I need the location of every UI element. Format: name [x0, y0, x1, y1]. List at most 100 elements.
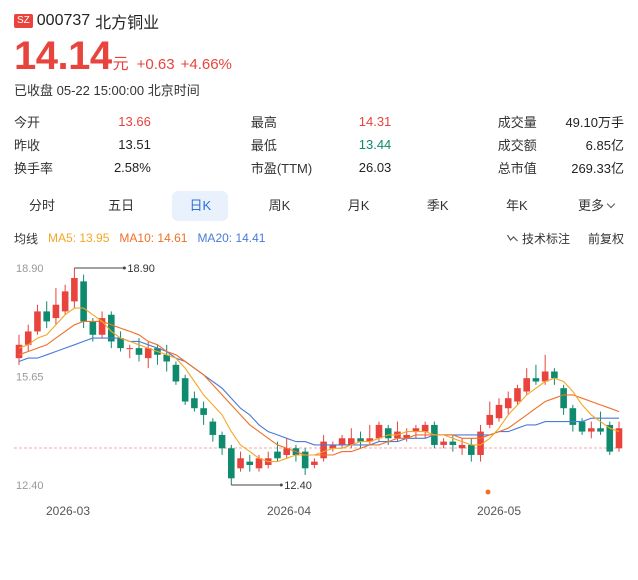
x-tick-label: 2026-03 — [46, 504, 90, 518]
candle-body — [541, 371, 549, 382]
tab-five-day[interactable]: 五日 — [108, 198, 135, 213]
stats-row: 换手率 2.58% 市盈(TTM) 26.03 总市值 269.33亿 — [14, 156, 624, 179]
candle-body — [560, 388, 567, 409]
candle-body — [504, 398, 512, 409]
candle-body — [338, 438, 346, 445]
ma5-line — [18, 307, 620, 463]
tab-quarterly-k[interactable]: 季K — [426, 198, 449, 213]
stats-row: 昨收 13.51 最低 13.44 成交额 6.85亿 — [14, 133, 624, 156]
candle-body — [24, 331, 32, 345]
price-unit: 元 — [112, 56, 129, 73]
stat-label-turnover-rate: 换手率 — [14, 161, 54, 176]
candle-body — [52, 304, 60, 319]
candle-body — [181, 378, 189, 402]
candle-body — [43, 311, 50, 322]
candle-body — [606, 424, 614, 452]
y-tick-label: 18.90 — [16, 263, 44, 275]
candle-body — [163, 354, 170, 362]
tab-monthly-k[interactable]: 月K — [347, 198, 370, 213]
trend-icon — [506, 234, 518, 242]
tab-yearly-k[interactable]: 年K — [506, 198, 528, 213]
candle-body — [144, 348, 152, 359]
stat-value-turnover-rate: 2.58% — [113, 160, 151, 175]
stat-label-market-cap: 总市值 — [497, 161, 537, 176]
stat-label-open: 今开 — [14, 115, 41, 130]
stat-label-pe: 市盈(TTM) — [250, 161, 313, 176]
candle-body — [61, 291, 69, 312]
current-price: 14.14 — [14, 34, 112, 78]
candle-body — [532, 378, 540, 382]
stock-name: 北方铜业 — [95, 15, 160, 32]
candle-body — [440, 441, 447, 445]
candle-body — [117, 338, 124, 349]
ma20-line — [18, 337, 619, 446]
candle-body — [283, 448, 290, 455]
x-tick-label: 2026-05 — [477, 504, 521, 518]
candle-body — [200, 408, 207, 415]
stat-value-low: 13.44 — [358, 137, 392, 152]
y-tick-label: 12.40 — [16, 480, 44, 492]
candle-body — [468, 444, 475, 455]
candle-body — [597, 428, 604, 432]
candle-body — [348, 438, 355, 445]
ma10-line — [18, 320, 620, 456]
candle-body — [172, 364, 180, 382]
tab-more-label: 更多 — [577, 198, 604, 213]
candle-body — [569, 408, 577, 425]
ma-legend: 均线 MA5: 13.95 MA10: 14.61 MA20: 14.41 技术… — [14, 230, 624, 246]
market-status: 已收盘 05-22 15:00:00 北京时间 — [14, 83, 200, 98]
candle-body — [209, 421, 217, 435]
stat-label-turnover: 成交额 — [497, 138, 537, 153]
stock-header: SZ 000737 北方铜业 14.14 元 +0.63 +4.66% 已收盘 … — [14, 10, 624, 99]
stock-code: 000737 — [36, 12, 91, 29]
stats-row: 今开 13.66 最高 14.31 成交量 49.10万手 — [14, 110, 624, 133]
tab-intraday[interactable]: 分时 — [28, 198, 55, 213]
event-marker — [485, 489, 491, 495]
tab-weekly-k[interactable]: 周K — [268, 198, 291, 213]
price-adjust-button[interactable]: 前复权 — [587, 231, 624, 246]
period-tabs: 分时 五日 日K 周K 月K 季K 年K 更多 — [14, 191, 624, 221]
tab-daily-k[interactable]: 日K — [172, 191, 229, 221]
stat-value-open: 13.66 — [118, 114, 151, 129]
stat-value-pe: 26.03 — [358, 160, 392, 175]
low-marker-dot — [279, 483, 283, 487]
low-price-label: 12.40 — [284, 480, 312, 492]
candle-body — [551, 371, 558, 379]
tab-more[interactable]: 更多 — [568, 191, 624, 221]
stat-label-prev-close: 昨收 — [14, 138, 41, 153]
candle-body — [89, 321, 97, 335]
market-badge: SZ — [14, 14, 33, 28]
tech-annotation-button[interactable]: 技术标注 — [506, 230, 570, 247]
chevron-down-icon — [606, 199, 616, 209]
candle-body — [311, 461, 318, 465]
price-change-percent: +4.66% — [180, 56, 232, 73]
candle-body — [15, 344, 23, 359]
candle-body — [71, 278, 78, 302]
high-price-label: 18.90 — [127, 263, 155, 275]
candle-body — [320, 441, 327, 459]
candle-body — [98, 318, 106, 335]
candle-body — [514, 388, 521, 402]
candle-body — [458, 444, 466, 449]
stats-panel: 今开 13.66 最高 14.31 成交量 49.10万手 昨收 13.51 最… — [14, 110, 624, 179]
candle-body — [403, 434, 410, 439]
candle-body — [301, 451, 309, 469]
candle-body — [329, 444, 337, 449]
candle-body — [191, 398, 198, 409]
stat-value-turnover: 6.85亿 — [585, 138, 624, 153]
candle-body — [449, 441, 457, 445]
candle-body — [108, 314, 115, 342]
price-change: +0.63 — [136, 56, 175, 73]
candle-body — [255, 458, 263, 469]
candle-body — [218, 434, 226, 449]
high-marker-dot — [122, 266, 126, 270]
stat-label-high: 最高 — [250, 115, 277, 130]
ma-label: 均线 — [14, 231, 39, 246]
candle-body — [228, 448, 235, 479]
candle-body — [588, 428, 595, 432]
ma5-value: MA5: 13.95 — [48, 231, 110, 245]
candle-body — [274, 451, 281, 459]
stat-value-prev-close: 13.51 — [118, 137, 151, 152]
stat-value-market-cap: 269.33亿 — [571, 161, 624, 176]
